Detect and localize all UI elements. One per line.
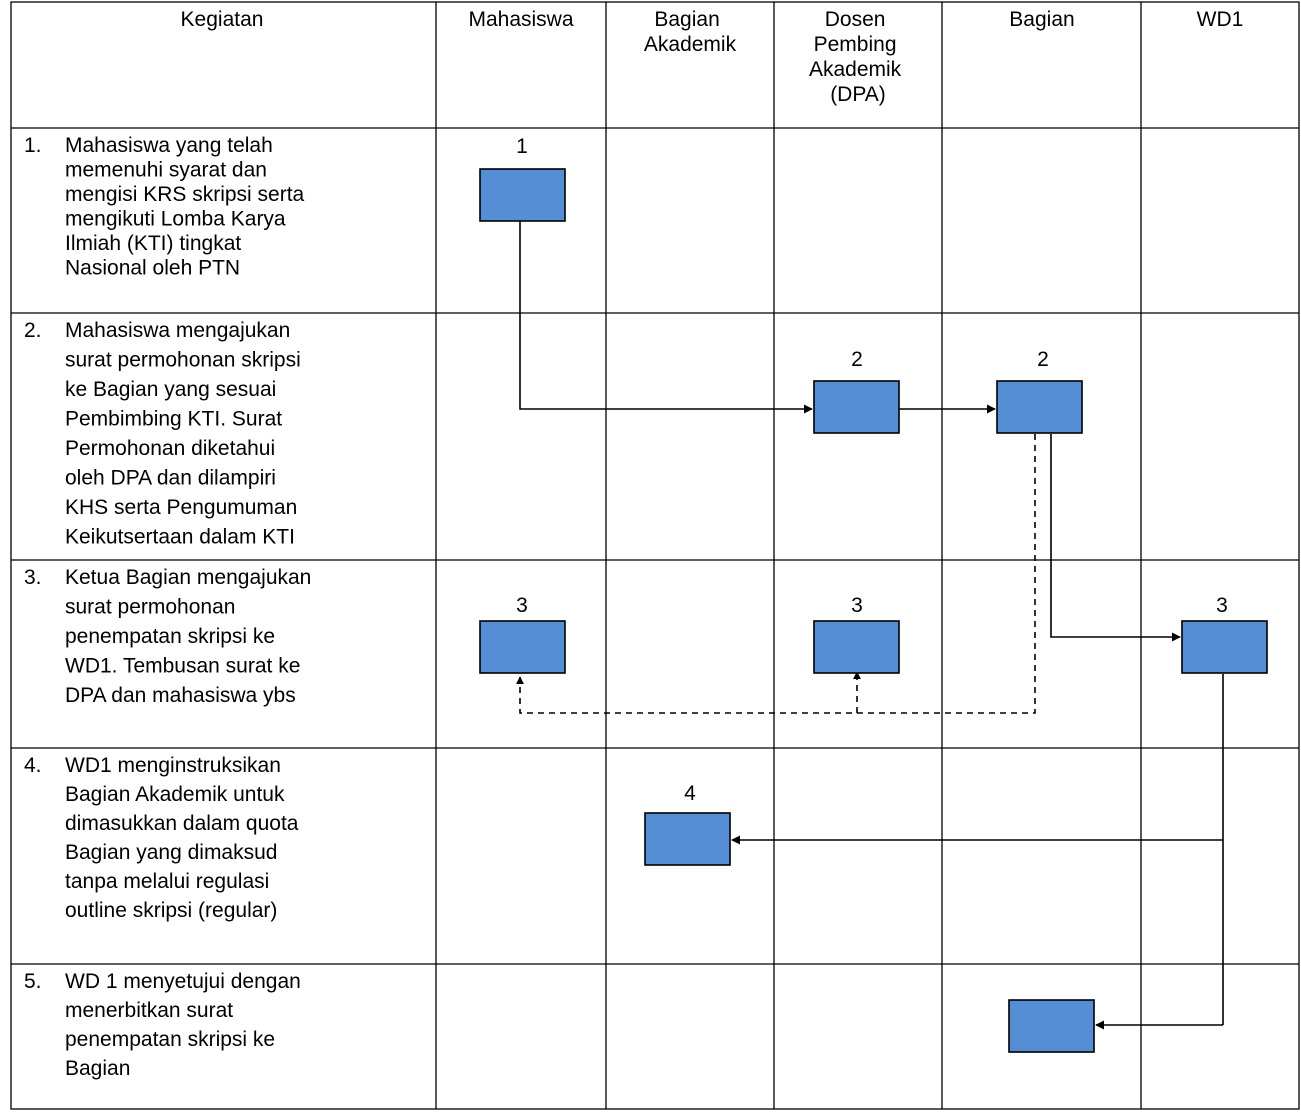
box-step-5 — [1008, 999, 1095, 1053]
box-step-2-dpa-label: 2 — [851, 348, 863, 371]
box-step-3-dpa — [813, 620, 900, 674]
box-step-4-label: 4 — [684, 782, 696, 805]
header-mahasiswa: Mahasiswa — [468, 8, 573, 31]
table-header: Kegiatan Mahasiswa Bagian Akademik Dosen… — [181, 8, 1244, 106]
box-step-3-mahasiswa-label: 3 — [516, 594, 528, 617]
activity-2-text: Mahasiswa mengajukan surat permohonan sk… — [65, 319, 307, 549]
activity-column: 1. Mahasiswa yang telah memenuhi syarat … — [24, 134, 317, 1080]
box-step-2-dpa — [813, 380, 900, 434]
header-wd1: WD1 — [1197, 8, 1244, 31]
activity-3-text: Ketua Bagian mengajukan surat permohonan… — [65, 566, 317, 707]
activity-1: 1. Mahasiswa yang telah memenuhi syarat … — [24, 134, 310, 280]
box-step-2-bagian-label: 2 — [1037, 348, 1049, 371]
header-bagian: Bagian — [1009, 8, 1074, 31]
box-step-3-dpa-label: 3 — [851, 594, 863, 617]
activity-3: 3. Ketua Bagian mengajukan surat permoho… — [24, 566, 317, 707]
box-step-3-mahasiswa — [479, 620, 566, 674]
activity-2: 2. Mahasiswa mengajukan surat permohonan… — [24, 319, 307, 549]
process-boxes — [479, 168, 1268, 1053]
box-step-3-wd1-label: 3 — [1216, 594, 1228, 617]
box-step-4 — [644, 812, 731, 866]
activity-4-number: 4. — [24, 754, 42, 777]
header-bagian-akademik: Bagian Akademik — [644, 8, 737, 56]
connectors — [516, 221, 1224, 1030]
header-kegiatan: Kegiatan — [181, 8, 264, 31]
activity-2-number: 2. — [24, 319, 42, 342]
activity-1-text: Mahasiswa yang telah memenuhi syarat dan… — [65, 134, 310, 280]
activity-3-number: 3. — [24, 566, 42, 589]
box-step-1-label: 1 — [516, 135, 528, 158]
box-labels: 1 2 2 3 3 3 4 — [516, 135, 1228, 805]
box-step-2-bagian — [996, 380, 1083, 434]
connector-2-to-wd1 — [1050, 434, 1181, 642]
table-grid — [10, 1, 1300, 1110]
activity-5-number: 5. — [24, 970, 42, 993]
box-step-1 — [479, 168, 566, 222]
connector-1-to-2 — [519, 221, 813, 414]
box-step-3-wd1 — [1181, 620, 1268, 674]
activity-4-text: WD1 menginstruksikan Bagian Akademik unt… — [65, 754, 304, 922]
activity-4: 4. WD1 menginstruksikan Bagian Akademik … — [24, 754, 304, 922]
activity-1-number: 1. — [24, 134, 42, 157]
header-dpa: Dosen Pembing Akademik (DPA) — [809, 8, 907, 106]
activity-5-text: WD 1 menyetujui dengan menerbitkan surat… — [65, 970, 307, 1080]
activity-5: 5. WD 1 menyetujui dengan menerbitkan su… — [24, 970, 307, 1080]
connector-dashed-copy — [516, 434, 1036, 714]
